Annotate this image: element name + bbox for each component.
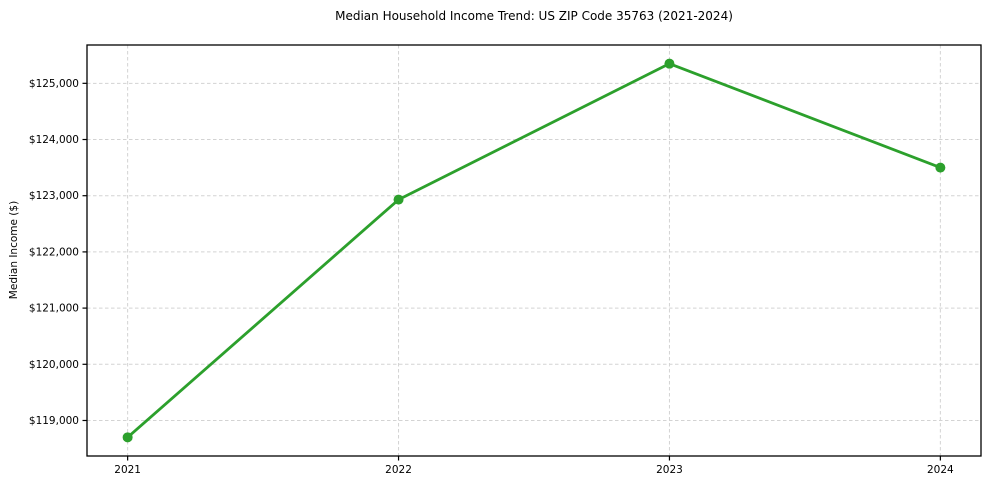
x-tick-label: 2021 [114, 464, 141, 476]
income-trend-line [126, 62, 942, 439]
chart-title: Median Household Income Trend: US ZIP Co… [335, 9, 733, 23]
y-tick-label: $119,000 [29, 415, 79, 427]
data-point-2024 [935, 162, 946, 173]
y-tick-label: $124,000 [29, 134, 79, 146]
axes-spines [86, 44, 982, 457]
data-point-2022 [393, 194, 404, 205]
x-tick-label: 2022 [385, 464, 412, 476]
y-tick-label: $125,000 [29, 78, 79, 90]
y-tick-label: $122,000 [29, 246, 79, 258]
y-tick-label: $121,000 [29, 303, 79, 315]
x-tick-label: 2023 [656, 464, 683, 476]
x-tick-label: 2024 [927, 464, 954, 476]
data-point-2021 [122, 432, 133, 443]
y-tick-label: $120,000 [29, 359, 79, 371]
data-point-2023 [664, 58, 675, 69]
y-tick-label: $123,000 [29, 190, 79, 202]
